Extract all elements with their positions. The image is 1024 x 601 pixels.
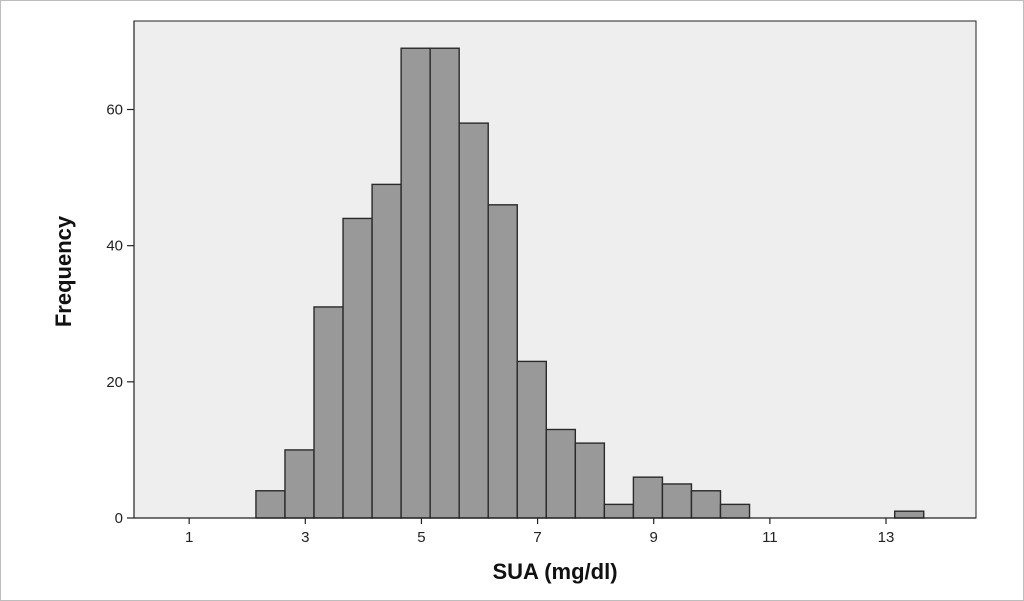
histogram-bar	[342, 217, 373, 519]
histogram-bar	[516, 360, 547, 519]
histogram-bar	[458, 122, 489, 519]
y-axis-title: Frequency	[51, 215, 76, 327]
histogram-bar	[313, 306, 344, 519]
x-tick-label: 3	[301, 529, 309, 546]
histogram-bar	[487, 204, 518, 519]
histogram-bar	[632, 476, 664, 519]
x-tick-label: 7	[533, 529, 541, 546]
x-tick-label: 11	[762, 529, 778, 546]
histogram-bar	[661, 483, 693, 519]
histogram-bar	[603, 503, 635, 519]
y-tick-label: 0	[115, 510, 123, 527]
y-tick-label: 40	[106, 238, 123, 255]
histogram-bar	[719, 503, 751, 519]
histogram-bar	[284, 449, 315, 519]
y-tick-label: 20	[106, 374, 123, 391]
x-tick-label: 13	[878, 529, 895, 546]
x-ticks-group: 1 3 5 7 9 11 13	[185, 518, 894, 546]
x-axis-title: SUA (mg/dl)	[492, 559, 617, 584]
x-tick-label: 5	[417, 529, 425, 546]
histogram-bar	[371, 183, 402, 519]
y-tick-label: 60	[106, 102, 123, 119]
histogram-bar	[545, 428, 577, 519]
axes-group	[133, 21, 976, 519]
x-tick-label: 9	[650, 529, 658, 546]
histogram-bar	[255, 490, 286, 519]
histogram-bar	[690, 490, 722, 519]
x-tick-label: 1	[185, 529, 193, 546]
histogram-bar	[429, 47, 460, 519]
histogram-bar	[574, 442, 606, 519]
histogram-bar	[894, 510, 925, 519]
bars-group	[255, 47, 925, 519]
histogram-bar	[400, 47, 431, 519]
y-ticks-group: 0 20 40 60	[106, 102, 134, 527]
